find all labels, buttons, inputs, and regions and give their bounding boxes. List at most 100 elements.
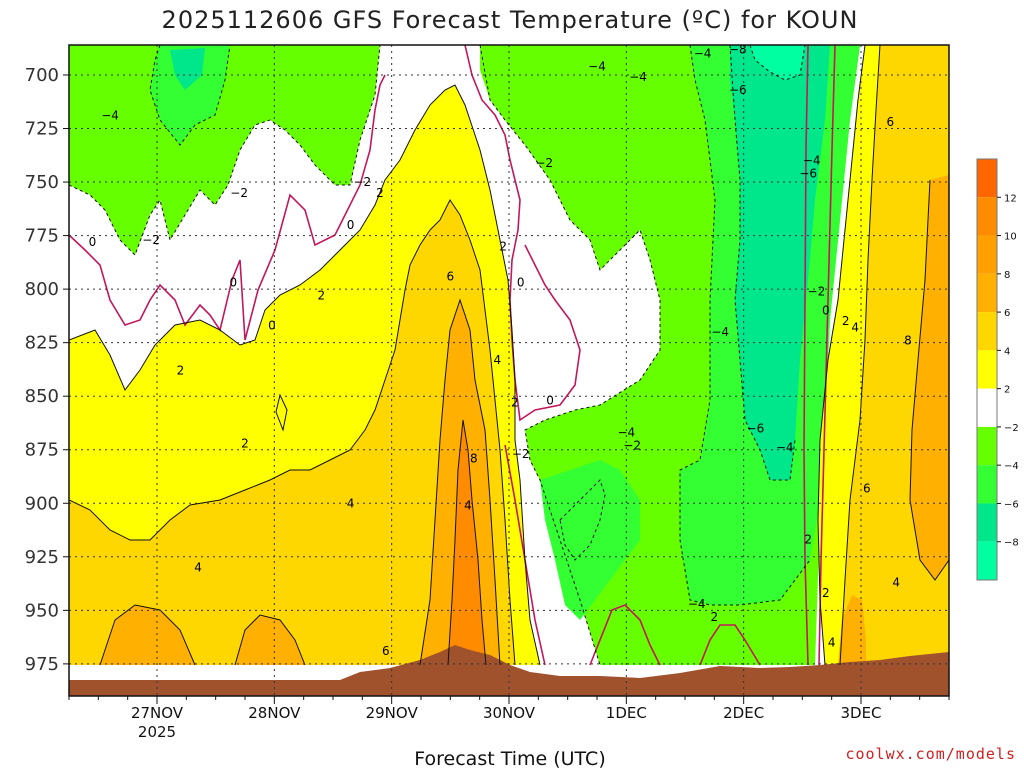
contour-label: −6 <box>747 421 765 435</box>
y-tick-label: 775 <box>25 226 59 247</box>
colorbar-tick-label: −4 <box>1004 461 1019 472</box>
contour-label: 2 <box>711 610 719 624</box>
colorbar-segment <box>977 273 997 313</box>
contour-label: −4 <box>588 59 606 73</box>
neg-isotherm-4 <box>729 45 796 481</box>
contour-label: −2 <box>808 284 826 298</box>
band-cold-upper-left-core <box>150 45 230 145</box>
zero-isotherm-right-a <box>803 45 809 666</box>
x-tick-label: 27NOV <box>131 704 184 722</box>
contour-label: 6 <box>887 115 895 129</box>
colorbar-segment <box>977 503 997 542</box>
contour-label: −4 <box>711 325 729 339</box>
band-warm-2 <box>69 200 515 665</box>
y-tick-label: 925 <box>25 547 59 568</box>
contour-label: 2 <box>499 239 507 253</box>
pos-isotherm-6-c <box>419 298 501 666</box>
pos-isotherm-8 <box>447 419 487 666</box>
x-tick-sublabel: 2025 <box>138 723 176 741</box>
contour-label: 2 <box>317 289 325 303</box>
pos-isotherm-6-b <box>234 614 306 666</box>
colorbar-tick-label: 6 <box>1004 308 1010 319</box>
band-coldest-middle <box>730 45 830 480</box>
contour-label: 4 <box>347 496 355 510</box>
x-tick-label: 29NOV <box>366 704 419 722</box>
credit-link[interactable]: coolwx.com/models <box>845 745 1016 763</box>
colorbar-segment <box>977 235 997 274</box>
contour-label: −4 <box>803 154 821 168</box>
band-warm-right-3 <box>838 175 949 665</box>
y-tick-label: 975 <box>25 654 59 675</box>
contour-label: 4 <box>493 353 501 367</box>
band-cold-pocket <box>540 460 640 620</box>
contour-label: −2 <box>230 186 248 200</box>
pos-isotherm-wiggle-1 <box>275 393 288 432</box>
colorbar-segment <box>977 465 997 504</box>
contour-label: 2 <box>177 364 185 378</box>
colorbar-tick-label: 12 <box>1004 193 1017 204</box>
y-tick-label: 825 <box>25 333 59 354</box>
contour-label: 0 <box>268 319 276 333</box>
contour-label: 8 <box>904 334 912 348</box>
contour-label: 0 <box>347 218 355 232</box>
contour-label: −4 <box>101 109 119 123</box>
pos-isotherm-2-left <box>69 84 541 666</box>
contour-label: 2 <box>241 436 249 450</box>
contour-label: −2 <box>353 175 371 189</box>
contour-label: −4 <box>776 441 794 455</box>
x-tick-label: 3DEC <box>840 704 881 722</box>
band-very-cold-middle <box>750 45 805 80</box>
colorbar-segment <box>977 197 997 236</box>
contour-label: −2 <box>535 156 553 170</box>
colorbar-tick-label: 10 <box>1004 232 1017 243</box>
contour-label: −2 <box>142 233 160 247</box>
pos-isotherm-4-left <box>69 199 516 666</box>
y-tick-label: 900 <box>25 493 59 514</box>
contour-label: 0 <box>517 276 525 290</box>
y-tick-label: 875 <box>25 440 59 461</box>
contour-label: −4 <box>629 70 647 84</box>
negative-isotherms <box>69 45 811 666</box>
pos-isotherm-6-right <box>909 179 949 581</box>
contour-label: 0 <box>546 393 554 407</box>
y-tick-label: 800 <box>25 279 59 300</box>
contour-label: 6 <box>863 481 871 495</box>
colorbar-tick-label: −2 <box>1004 423 1019 434</box>
contour-label: −2 <box>623 438 641 452</box>
colorbar-segment <box>977 159 997 198</box>
band-warm-4 <box>448 420 486 665</box>
colorbar-segment <box>977 541 997 580</box>
x-tick-label: 30NOV <box>483 704 536 722</box>
contour-label: 0 <box>89 235 97 249</box>
contour-label: 4 <box>194 561 202 575</box>
contour-label: 2 <box>842 314 850 328</box>
contour-label: 4 <box>892 576 900 590</box>
zero-isotherm-upper-left <box>69 74 386 341</box>
y-tick-label: 750 <box>25 172 59 193</box>
zero-isotherm-2dec <box>699 624 761 666</box>
contour-label: −4 <box>688 597 706 611</box>
contour-label: 4 <box>464 498 472 512</box>
band-cold-upper-left-core-2 <box>170 48 205 90</box>
neg-isotherm-1 <box>69 45 381 256</box>
contour-label: 4 <box>851 321 859 335</box>
x-axis-label: Forecast Time (UTC) <box>414 748 605 768</box>
x-tick-label: 2DEC <box>723 704 764 722</box>
x-tick-label: 28NOV <box>248 704 301 722</box>
contour-label: −6 <box>799 166 817 180</box>
contour-label: 2 <box>511 396 519 410</box>
contour-label: 4 <box>828 635 836 649</box>
colorbar-tick-label: −8 <box>1004 538 1019 549</box>
contour-label: 6 <box>447 269 455 283</box>
neg-isotherm-6 <box>149 45 231 146</box>
contour-label: −2 <box>512 447 530 461</box>
colorbar-segment <box>977 312 997 351</box>
contour-label: −6 <box>729 83 747 97</box>
contour-label: 2 <box>804 533 812 547</box>
contour-label: 0 <box>822 304 830 318</box>
pos-isotherm-6-a <box>99 604 196 666</box>
pos-isotherm-2-right <box>817 45 866 666</box>
